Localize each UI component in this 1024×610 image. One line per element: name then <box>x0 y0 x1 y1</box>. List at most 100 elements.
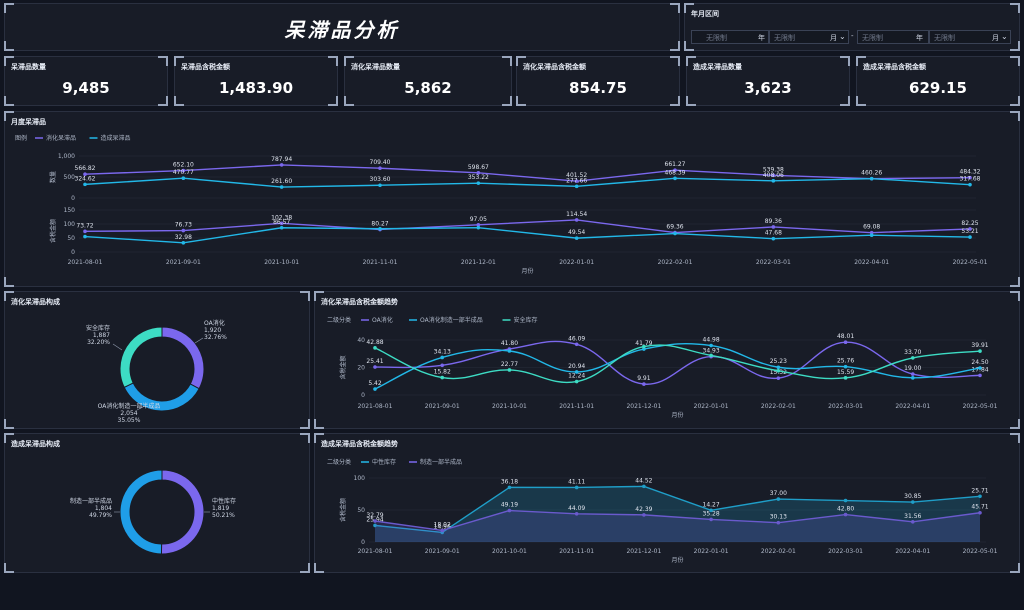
data-point <box>181 168 186 173</box>
end-month-select[interactable]: 无限制 月 ⌄ <box>929 30 1011 44</box>
digest-trend-chart: 二级分类 OA消化 OA消化制造一部半成品 安全库存 0 20 40 含税金额 25.41 41.… <box>327 316 998 419</box>
y-tick-label: 0 <box>361 539 365 546</box>
data-label: 39.91 <box>971 342 988 349</box>
start-year-placeholder: 无限制 <box>706 34 727 42</box>
data-point <box>476 171 481 175</box>
series-area-2 <box>375 510 980 542</box>
data-point <box>910 520 915 524</box>
data-point <box>440 528 445 533</box>
data-point <box>440 363 445 368</box>
series-line-1 <box>84 219 971 234</box>
data-label: 12.24 <box>568 373 585 380</box>
series-line-1 <box>374 485 981 534</box>
start-month-select[interactable]: 无限制 月 ⌄ <box>769 30 849 44</box>
end-month-unit: 月 <box>992 34 999 42</box>
data-label: 468.39 <box>665 169 686 176</box>
data-label: 82.25 <box>961 220 978 227</box>
end-year-select[interactable]: 无限制 年 <box>857 30 929 44</box>
data-label: 5.42 <box>368 380 382 387</box>
data-point <box>978 366 982 370</box>
y-tick-label: 100 <box>64 221 76 228</box>
data-point <box>968 227 972 231</box>
data-point <box>968 175 972 180</box>
data-label: 19.00 <box>904 365 921 372</box>
data-label: 15.32 <box>770 369 787 376</box>
start-month-unit: 月 <box>830 34 837 42</box>
data-label: 42.88 <box>366 339 383 346</box>
data-point <box>978 373 982 378</box>
data-label: 49.19 <box>501 502 518 509</box>
slice-percent: 49.79% <box>89 512 112 519</box>
y-axis-label: 含税金额 <box>49 219 57 243</box>
pie-slice <box>119 326 163 389</box>
data-point <box>673 176 677 181</box>
data-label: 102.38 <box>271 214 292 221</box>
x-tick-label: 2021-11-01 <box>363 259 398 266</box>
data-label: 261.60 <box>271 178 292 185</box>
data-point <box>771 236 776 241</box>
legend-item: OA消化 <box>372 316 393 324</box>
x-tick-label: 2021-09-01 <box>425 403 460 410</box>
legend-title: 图例 <box>15 134 27 142</box>
kpi-card: 呆滞品数量 9,485 <box>4 56 168 106</box>
slice-name: OA消化制造一部半成品 <box>98 402 161 410</box>
x-tick-label: 2021-09-01 <box>425 548 460 555</box>
chevron-down-icon[interactable]: ⌄ <box>839 32 846 41</box>
data-label: 20.94 <box>568 363 585 370</box>
data-point <box>843 376 848 380</box>
data-label: 14.27 <box>703 501 720 508</box>
start-year-select[interactable]: 无限制 年 <box>691 30 769 44</box>
data-label: 34.13 <box>434 348 451 355</box>
data-point <box>776 369 781 373</box>
data-label: 37.00 <box>770 490 787 497</box>
legend-item: 造成呆滞品 <box>101 134 131 142</box>
data-point <box>910 356 915 360</box>
data-label: 73.72 <box>76 222 93 229</box>
data-label: 31.56 <box>904 513 921 520</box>
chart-title: 造成呆滞品构成 <box>11 440 60 448</box>
slice-name: 制造一部半成品 <box>70 497 112 505</box>
data-label: 32.79 <box>366 512 383 519</box>
data-label: 35.28 <box>703 510 720 517</box>
slice-percent: 32.20% <box>87 339 110 346</box>
data-point <box>476 223 481 227</box>
kpi-card: 消化呆滞品含税金额 854.75 <box>516 56 680 106</box>
chevron-down-icon[interactable]: ⌄ <box>1001 32 1008 41</box>
data-label: 41.11 <box>568 478 585 485</box>
data-label: 25.23 <box>770 358 787 365</box>
data-point <box>373 346 377 350</box>
x-tick-label: 2021-12-01 <box>461 259 496 266</box>
y-tick-label: 50 <box>357 507 365 514</box>
data-label: 15.59 <box>837 369 854 376</box>
data-label: 9.91 <box>637 375 651 382</box>
data-point <box>83 234 87 239</box>
legend-title: 二级分类 <box>327 316 351 324</box>
y-tick-label: 150 <box>64 207 76 214</box>
data-point <box>507 349 512 353</box>
date-range-picker: 无限制 年 无限制 月 ⌄ - 无限制 年 无限制 月 ⌄ <box>691 30 1011 44</box>
data-label: 652.10 <box>173 162 194 169</box>
data-label: 598.67 <box>468 164 489 171</box>
data-label: 470.77 <box>173 169 194 176</box>
data-point <box>869 230 874 235</box>
slice-value: 1,804 <box>95 505 112 512</box>
data-point <box>574 342 579 347</box>
data-point <box>968 235 972 239</box>
chart-title: 消化呆滞品含税金额趋势 <box>321 298 398 306</box>
data-label: 18.02 <box>434 521 451 528</box>
kpi-label: 消化呆滞品含税金额 <box>523 63 586 71</box>
digest-pie-panel: 消化呆滞品构成 OA消化 1,920 32.76% OA消化制造一部半成品 2,054 3… <box>4 291 310 429</box>
data-label: 661.27 <box>665 161 686 168</box>
data-point <box>642 344 646 349</box>
data-label: 114.54 <box>566 211 587 218</box>
y-tick-label: 0 <box>71 249 75 256</box>
series-line-2 <box>84 177 971 188</box>
data-point <box>476 181 481 185</box>
data-point <box>776 497 781 501</box>
data-label: 33.70 <box>904 349 921 356</box>
cause-trend-chart: 二级分类中性库存制造一部半成品050100含税金额25.9414.9636.18… <box>327 458 998 564</box>
data-label: 76.73 <box>175 222 192 229</box>
kpi-label: 造成呆滞品含税金额 <box>863 63 926 71</box>
